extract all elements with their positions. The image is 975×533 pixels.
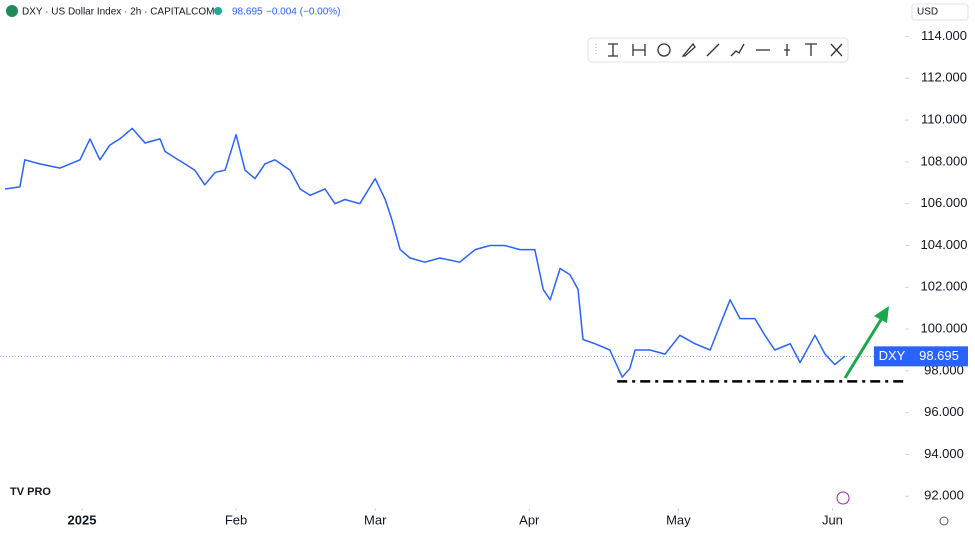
currency[interactable]: USD	[917, 7, 938, 18]
x-tick-label: 2025	[68, 512, 97, 527]
header-price: 98.695	[232, 7, 263, 18]
toolbar-box	[587, 37, 849, 63]
x-tick-label: Feb	[225, 512, 247, 527]
y-tick-label: 94.000	[924, 446, 964, 461]
y-tick-label: 96.000	[924, 404, 964, 419]
arrow-shaft	[843, 317, 884, 379]
settings-icon[interactable]	[939, 516, 949, 526]
y-tick-label: 110.000	[921, 111, 967, 126]
y-tick-label: 100.000	[921, 321, 968, 336]
tool-icon[interactable]	[657, 43, 671, 57]
y-tick-label: 92.000	[924, 488, 964, 503]
x-tick-label: Jun	[822, 512, 843, 527]
symbol-tag	[874, 346, 910, 367]
tool-icon[interactable]	[830, 43, 843, 57]
symbol-tag-label: DXY	[879, 348, 906, 363]
logo: TV PRO	[10, 486, 51, 498]
tool-icon[interactable]	[706, 43, 720, 57]
y-tick-label: 112.000	[921, 70, 967, 85]
status-dot	[214, 7, 222, 15]
y-tick-label: 114.000	[921, 28, 967, 43]
tool-icon[interactable]	[805, 43, 817, 56]
symbol-icon	[6, 5, 18, 17]
x-tick-label: May	[666, 512, 691, 527]
y-tick-label: 104.000	[921, 237, 968, 252]
tool-icon[interactable]	[632, 44, 646, 56]
header-change: −0.004 (−0.00%)	[266, 7, 341, 18]
tool-icon[interactable]	[784, 44, 790, 56]
price-tag-label: 98.695	[919, 348, 959, 363]
arrow-head	[874, 306, 889, 323]
price-line	[4, 127, 846, 378]
price-tag	[910, 346, 968, 367]
y-tick-label: 102.000	[921, 279, 968, 294]
x-tick-label: Apr	[519, 512, 540, 527]
header-title: DXY · US Dollar Index · 2h · CAPITALCOM	[22, 7, 214, 18]
x-tick-label: Mar	[364, 512, 387, 527]
tool-icon[interactable]	[681, 42, 696, 57]
tool-icon[interactable]	[730, 43, 745, 57]
y-tick-label: 106.000	[921, 195, 968, 210]
tool-icon[interactable]	[608, 43, 618, 57]
event-icon[interactable]	[836, 491, 850, 505]
y-tick-label: 108.000	[921, 153, 968, 168]
drawing-toolbar	[587, 37, 849, 63]
trend-arrow	[843, 306, 889, 379]
currency-box[interactable]	[911, 3, 969, 21]
